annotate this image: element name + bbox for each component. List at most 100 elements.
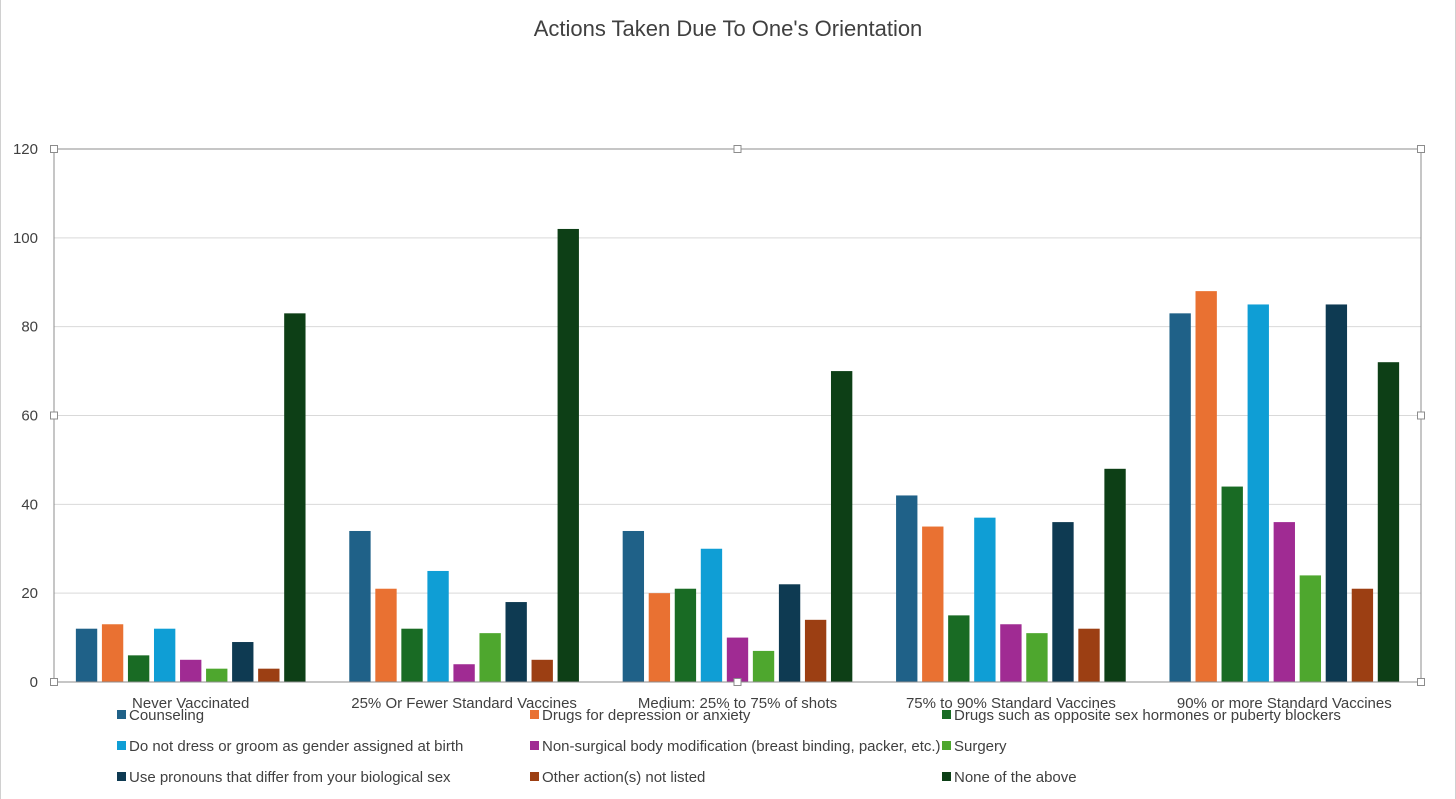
y-axis-ticks: 0 20 40 60 80 100 120 [13, 141, 38, 691]
bar [974, 517, 996, 682]
bar [153, 628, 176, 682]
bar [453, 664, 475, 682]
legend-swatch [117, 710, 126, 719]
legend-label: Other action(s) not listed [542, 769, 705, 786]
series-3 [127, 486, 1243, 682]
bar [726, 637, 749, 682]
bar [479, 633, 501, 682]
bar [557, 228, 579, 682]
x-tick-label: Medium: 25% to 75% of shots [638, 695, 837, 712]
legend-item: Use pronouns that differ from your biolo… [117, 769, 451, 786]
bar [830, 371, 853, 682]
x-tick-label: Never Vaccinated [132, 695, 249, 712]
bar [1299, 575, 1322, 682]
resize-handle [1417, 145, 1425, 153]
legend-item: Surgery [942, 738, 1007, 755]
bar [1377, 362, 1400, 682]
legend-label: Surgery [954, 738, 1007, 755]
resize-handle [50, 145, 58, 153]
bar [1078, 628, 1100, 682]
legend-item: Drugs such as opposite sex hormones or p… [942, 707, 1341, 724]
legend-swatch [942, 741, 951, 750]
series-6 [206, 575, 1322, 682]
legend-swatch [530, 710, 539, 719]
bar [401, 628, 423, 682]
legend-swatch [942, 710, 951, 719]
legend: Counseling Drugs for depression or anxiet… [117, 707, 1341, 786]
legend-item: Counseling [117, 707, 204, 724]
y-tick-label: 20 [21, 585, 38, 602]
bar [505, 602, 527, 682]
y-tick-label: 40 [21, 496, 38, 513]
legend-label: None of the above [954, 769, 1077, 786]
bar [804, 619, 827, 682]
series-2 [101, 291, 1217, 682]
x-tick-label: 90% or more Standard Vaccines [1177, 695, 1392, 712]
bar [1026, 633, 1048, 682]
y-tick-label: 120 [13, 141, 38, 158]
bar [1169, 313, 1191, 682]
bar [349, 530, 371, 682]
series-8 [258, 588, 1374, 682]
series-4 [153, 304, 1269, 682]
series-5 [180, 522, 1295, 682]
bar [427, 570, 449, 682]
legend-swatch [530, 741, 539, 750]
bar [1000, 624, 1022, 682]
legend-label: Drugs for depression or anxiety [542, 707, 751, 724]
bar [258, 668, 280, 682]
resize-handle [1417, 411, 1425, 420]
bar [531, 659, 553, 682]
bar [752, 650, 775, 682]
bar [1195, 291, 1217, 682]
bar [1325, 304, 1348, 682]
bar [375, 588, 397, 682]
bar [206, 668, 228, 682]
bar [700, 548, 723, 682]
legend-label: Counseling [129, 707, 204, 724]
resize-handle [733, 678, 742, 686]
bar [75, 628, 98, 682]
legend-swatch [117, 741, 126, 750]
y-tick-label: 0 [30, 674, 38, 691]
bar [1273, 522, 1295, 682]
legend-label: Non-surgical body modification (breast b… [542, 738, 941, 755]
legend-item: Non-surgical body modification (breast b… [530, 738, 941, 755]
legend-label: Do not dress or groom as gender assigned… [129, 738, 463, 755]
y-tick-label: 60 [21, 408, 38, 425]
bar [101, 624, 124, 682]
bar [1247, 304, 1269, 682]
bar [232, 642, 254, 682]
legend-item: Do not dress or groom as gender assigned… [117, 738, 463, 755]
legend-item: None of the above [942, 769, 1077, 786]
x-axis-ticks: Never Vaccinated 25% Or Fewer Standard Va… [132, 695, 1392, 712]
series-7 [232, 304, 1348, 682]
bar [180, 659, 202, 682]
bars [75, 228, 1400, 682]
bar [778, 584, 801, 682]
bar [1104, 468, 1126, 682]
y-tick-label: 100 [13, 230, 38, 247]
resize-handle [733, 145, 742, 153]
x-tick-label: 25% Or Fewer Standard Vaccines [351, 695, 577, 712]
series-9 [284, 228, 1400, 682]
bar [127, 655, 150, 682]
legend-label: Drugs such as opposite sex hormones or p… [954, 707, 1341, 724]
bar [284, 313, 306, 682]
legend-swatch [942, 772, 951, 781]
bar [896, 495, 918, 682]
bar [948, 615, 970, 682]
bar [648, 593, 671, 682]
bar [1351, 588, 1374, 682]
legend-item: Other action(s) not listed [530, 769, 705, 786]
bar [922, 526, 944, 682]
legend-label: Use pronouns that differ from your biolo… [129, 769, 451, 786]
chart-title: Actions Taken Due To One's Orientation [534, 16, 923, 41]
bar [1221, 486, 1243, 682]
bar [1052, 522, 1074, 682]
series-1 [75, 313, 1191, 682]
resize-handle [50, 678, 58, 686]
bar [622, 530, 645, 682]
resize-handle [1417, 678, 1425, 686]
